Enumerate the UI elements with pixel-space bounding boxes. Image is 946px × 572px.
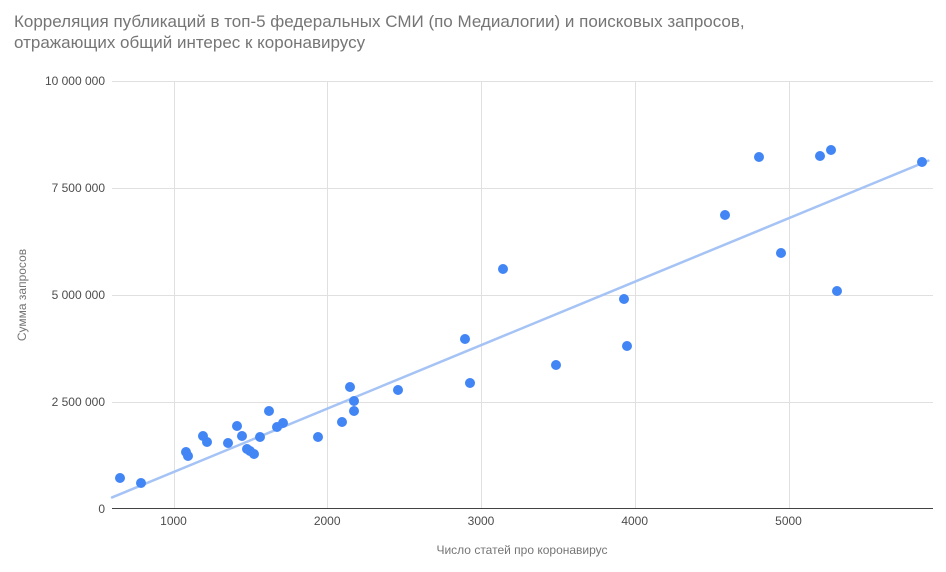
chart-title-line-1: Корреляция публикаций в топ-5 федеральны…: [14, 12, 745, 31]
y-tick-label: 0: [98, 502, 105, 516]
y-gridline: [112, 295, 933, 296]
data-point[interactable]: [232, 420, 243, 431]
data-point[interactable]: [349, 406, 360, 416]
data-point[interactable]: [313, 432, 323, 443]
data-point[interactable]: [263, 406, 274, 416]
data-point[interactable]: [917, 156, 928, 167]
data-point[interactable]: [459, 333, 470, 344]
data-point[interactable]: [619, 294, 629, 305]
y-tick-label: 5 000 000: [51, 288, 105, 302]
data-point[interactable]: [622, 340, 632, 351]
x-tick-label: 5000: [775, 514, 802, 528]
data-point[interactable]: [236, 430, 247, 441]
y-tick-label: 7 500 000: [51, 181, 105, 195]
data-point[interactable]: [277, 418, 288, 429]
data-point[interactable]: [497, 263, 508, 274]
x-axis-line: [112, 508, 933, 509]
x-tick-label: 4000: [621, 514, 649, 528]
y-gridline: [112, 402, 933, 403]
data-point[interactable]: [825, 145, 836, 156]
y-gridline: [112, 188, 933, 189]
data-point[interactable]: [464, 378, 475, 389]
data-point[interactable]: [344, 382, 355, 393]
data-point[interactable]: [349, 395, 360, 406]
y-gridline: [112, 81, 933, 82]
data-point[interactable]: [272, 421, 283, 432]
chart-title: Корреляция публикаций в топ-5 федеральны…: [14, 11, 926, 53]
data-point[interactable]: [551, 359, 562, 370]
data-point[interactable]: [254, 431, 265, 442]
data-point[interactable]: [831, 285, 842, 296]
data-point[interactable]: [249, 449, 260, 460]
data-point[interactable]: [136, 478, 147, 489]
data-point[interactable]: [720, 209, 731, 220]
data-point[interactable]: [183, 450, 194, 461]
x-tick-label: 2000: [313, 514, 341, 528]
chart-title-line-2: отражающих общий интерес к коронавирусу: [14, 33, 366, 52]
data-point[interactable]: [202, 436, 213, 447]
x-axis-title: Число статей про коронавирус: [436, 543, 608, 557]
data-point[interactable]: [753, 152, 764, 163]
y-tick-label: 2 500 000: [51, 395, 105, 409]
data-point[interactable]: [197, 430, 208, 441]
data-point[interactable]: [393, 385, 403, 395]
x-tick-label: 3000: [467, 514, 495, 528]
data-point[interactable]: [336, 417, 347, 428]
data-point[interactable]: [223, 438, 234, 449]
y-tick-label: 10 000 000: [44, 74, 105, 88]
plot-area: [110, 81, 933, 509]
data-point[interactable]: [775, 247, 786, 258]
data-point[interactable]: [114, 473, 125, 484]
data-point[interactable]: [815, 151, 825, 162]
trendline: [110, 159, 930, 499]
x-tick-label: 1000: [160, 514, 187, 528]
